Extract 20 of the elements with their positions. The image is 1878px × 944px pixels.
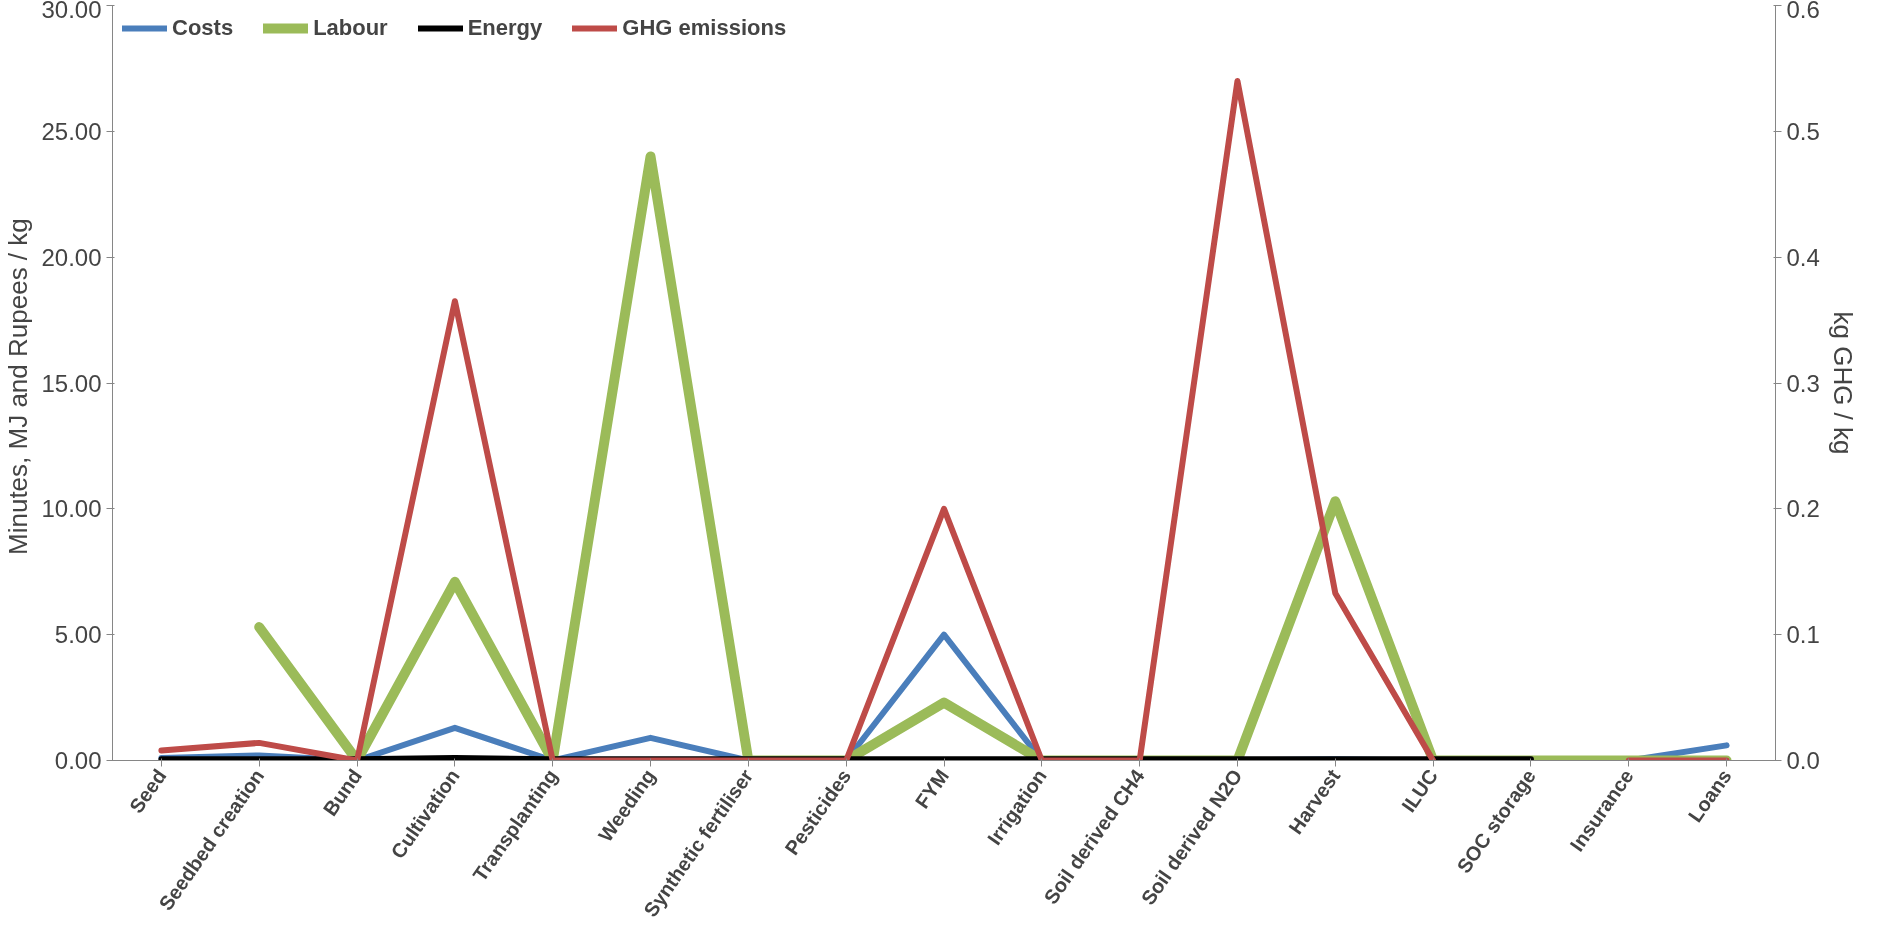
legend-label: Labour: [313, 15, 388, 41]
y2-tick-label: 0.1: [1786, 621, 1820, 649]
y-axis-title: Minutes, MJ and Rupees / kg: [3, 218, 34, 555]
y2-tick-label: 0.6: [1786, 0, 1820, 23]
y-tick-label: 20.00: [41, 243, 102, 271]
y2-tick-label: 0.5: [1786, 117, 1820, 145]
y-tick-label: 10.00: [41, 495, 102, 523]
y-tick-label: 0.00: [54, 747, 102, 774]
y-tick-label: 25.00: [41, 117, 102, 145]
legend-label: Costs: [172, 15, 234, 41]
y-tick-label: 5.00: [54, 621, 102, 649]
y2-tick-label: 0.4: [1786, 243, 1820, 271]
y-tick-label: 15.00: [41, 369, 102, 397]
y-tick-label: 30.00: [41, 0, 102, 23]
legend-label: GHG emissions: [622, 15, 787, 41]
y2-tick-label: 0.0: [1786, 747, 1820, 774]
legend-label: Energy: [467, 15, 543, 41]
y2-axis-title: kg GHG / kg: [1827, 311, 1858, 455]
y2-tick-label: 0.2: [1786, 495, 1820, 523]
y2-tick-label: 0.3: [1786, 369, 1820, 397]
